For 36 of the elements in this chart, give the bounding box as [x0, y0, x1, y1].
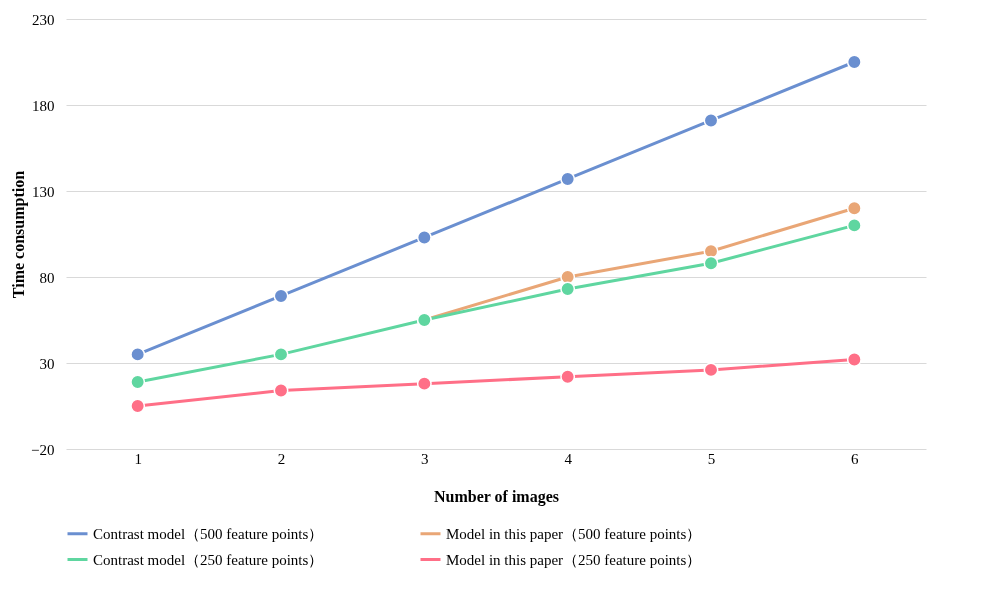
legend-label: Contrast model（250 feature points） — [93, 551, 324, 568]
y-tick-label: 130 — [32, 183, 55, 200]
legend-label: Model in this paper（250 feature points） — [446, 551, 702, 568]
point — [560, 369, 576, 385]
y-tick-label: −20 — [31, 441, 55, 458]
x-tick-label: 1 — [134, 450, 142, 467]
point — [560, 281, 576, 297]
legend-label: Contrast model（500 feature points） — [93, 525, 324, 542]
y-tick-label: 30 — [39, 355, 55, 372]
point — [273, 383, 289, 398]
x-tick-label: 2 — [277, 450, 286, 467]
legend-label: Model in this paper（500 feature points） — [446, 525, 702, 542]
point — [416, 230, 432, 245]
y-tick-label: 180 — [32, 97, 55, 114]
x-tick-label: 6 — [851, 450, 860, 467]
point — [130, 346, 146, 362]
y-tick-label: 230 — [32, 11, 55, 28]
point — [130, 398, 146, 414]
point — [273, 288, 289, 304]
point — [560, 171, 576, 187]
point — [416, 376, 432, 392]
point — [130, 374, 146, 390]
point — [846, 217, 862, 233]
point — [703, 362, 719, 378]
point — [846, 200, 862, 216]
point — [703, 255, 719, 271]
y-tick-label: 80 — [39, 269, 55, 286]
point — [703, 113, 719, 128]
point — [846, 54, 862, 70]
x-tick-label: 5 — [707, 450, 716, 467]
point — [273, 346, 289, 362]
y-axis-title: Time consumption — [10, 170, 29, 299]
x-tick-label: 3 — [421, 450, 429, 467]
point — [846, 352, 862, 367]
x-tick-label: 4 — [564, 450, 573, 467]
x-axis-title: Number of images — [433, 487, 560, 506]
